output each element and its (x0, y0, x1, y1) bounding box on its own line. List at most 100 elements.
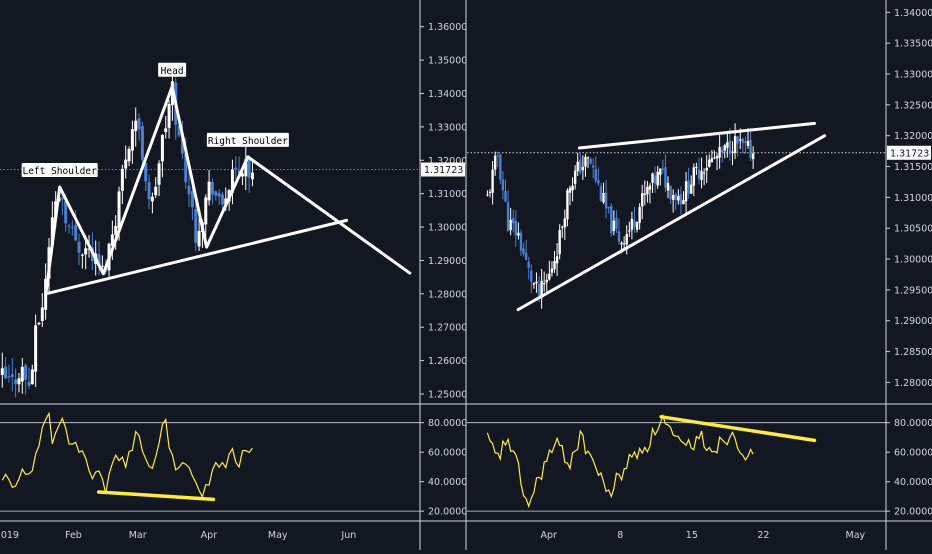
candle-body (237, 170, 241, 174)
candle-body (628, 230, 631, 232)
candle-body (491, 169, 494, 193)
candle-body (718, 146, 721, 158)
candle-body (566, 190, 569, 220)
candle-body (117, 191, 121, 229)
chart-panel-right: 1.34000 1.33500 1.33000 1.32500 1.32000 1.315… (467, 8, 932, 541)
price-tick-label: 1.28000 (428, 289, 467, 300)
candle-body (537, 284, 541, 296)
candle-body (504, 191, 507, 202)
candle-body (542, 283, 546, 285)
candle-body (682, 200, 685, 205)
candle-body (607, 206, 610, 209)
candle-body (733, 136, 737, 153)
label-left-shoulder: Left Shoulder (22, 166, 97, 177)
time-tick-label: 2019 (0, 530, 19, 541)
candle-body (555, 256, 559, 264)
candle-body (633, 220, 636, 228)
candle-body (514, 220, 518, 236)
candle-body (501, 179, 505, 191)
candle-body (137, 118, 141, 130)
oscillator-divergence-line (96, 490, 216, 502)
candle-body (527, 261, 530, 269)
candle-body (234, 167, 238, 170)
time-tick-label: 22 (757, 530, 769, 541)
candle-body (24, 365, 28, 380)
candle-body (568, 187, 572, 193)
time-tick-label: May (846, 530, 866, 541)
candle-body (230, 169, 234, 193)
candle-body (656, 171, 659, 186)
candle-body (130, 129, 134, 151)
oscillator-line (1, 411, 253, 499)
candle-body (519, 232, 523, 251)
price-tick-label: 1.33000 (428, 122, 467, 133)
time-tick-label: May (268, 530, 288, 541)
candle-body (114, 225, 118, 235)
price-tick-label: 1.29500 (894, 285, 932, 296)
price-tick-label: 1.26000 (428, 356, 467, 367)
price-tick-label: 1.31000 (894, 193, 932, 204)
candle-body (120, 169, 124, 191)
candle-body (731, 151, 734, 153)
candle-body (67, 225, 71, 227)
candle-body (604, 192, 608, 209)
osc-tick-label: 80.0000 (428, 418, 467, 429)
candle-body (522, 248, 525, 254)
candle-body (646, 186, 649, 195)
candle-body (749, 139, 752, 159)
candle-body (664, 167, 667, 188)
candle-body (739, 139, 742, 141)
candle-body (207, 181, 211, 201)
osc-tick-label: 60.0000 (894, 448, 932, 459)
candle-body (653, 175, 657, 184)
candle-body (532, 283, 536, 285)
candle-body (147, 181, 151, 200)
candle-body (124, 159, 128, 169)
candle-body (723, 145, 726, 151)
candle-body (134, 120, 138, 132)
candle-body (10, 374, 14, 377)
candle-body (496, 155, 499, 157)
price-tick-label: 1.31500 (894, 162, 932, 173)
candle-body (160, 134, 164, 162)
candle-body (684, 181, 688, 202)
time-axis-right: Apr 8 15 22 May (541, 530, 866, 541)
candle-body (741, 138, 745, 143)
candle-body (661, 168, 665, 170)
price-tick-label: 1.27000 (428, 323, 467, 334)
candle-body (617, 231, 621, 242)
candle-body (638, 207, 641, 223)
price-tick-label: 1.30000 (894, 255, 932, 266)
candle-body (586, 157, 590, 159)
candle-body (167, 103, 171, 128)
candle-body (615, 217, 618, 229)
candle-body (589, 158, 592, 164)
time-tick-label: 8 (617, 530, 623, 541)
label-head: Head (161, 66, 184, 77)
candle-body (247, 159, 251, 178)
candle-body (17, 378, 21, 385)
candle-body (27, 381, 31, 387)
osc-tick-label: 40.0000 (428, 477, 467, 488)
candle-body (87, 248, 91, 250)
candle-body (720, 149, 724, 153)
candle-body (571, 185, 574, 191)
osc-tick-label: 60.0000 (428, 448, 467, 459)
price-tick-label: 1.34000 (428, 89, 467, 100)
label-left-shoulder-bg (21, 162, 98, 177)
candle-body (127, 149, 131, 162)
candle-body (64, 200, 68, 224)
time-tick-label: 15 (686, 530, 698, 541)
candle-body (110, 234, 114, 246)
candle-body (499, 154, 502, 180)
price-tick-label: 1.28500 (894, 347, 932, 358)
price-tick-label: 1.32000 (428, 156, 467, 167)
candle-body (576, 161, 579, 172)
candle-body (726, 142, 729, 148)
candle-body (517, 232, 520, 236)
candle-body (506, 202, 510, 231)
candle-body (553, 260, 556, 270)
candle-body (154, 186, 158, 196)
